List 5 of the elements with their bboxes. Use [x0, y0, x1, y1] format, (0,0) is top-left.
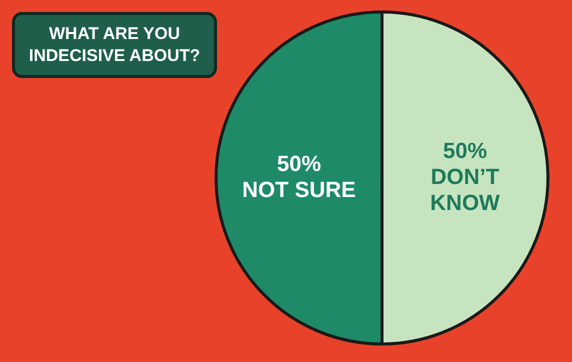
slice-label: DON’T KNOW: [430, 164, 500, 216]
data-label: 50%: [442, 138, 488, 164]
data-label: 50%: [276, 151, 322, 176]
slice-label: NOT SURE: [242, 177, 356, 202]
text: WHAT ARE YOU INDECISIVE ABOUT?: [12, 12, 217, 78]
